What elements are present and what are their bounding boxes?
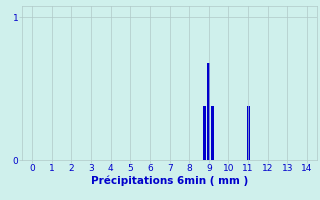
X-axis label: Précipitations 6min ( mm ): Précipitations 6min ( mm ) [91,176,248,186]
Bar [207,63,210,160]
Bar [211,106,214,160]
Bar [247,106,250,160]
Bar [204,106,206,160]
